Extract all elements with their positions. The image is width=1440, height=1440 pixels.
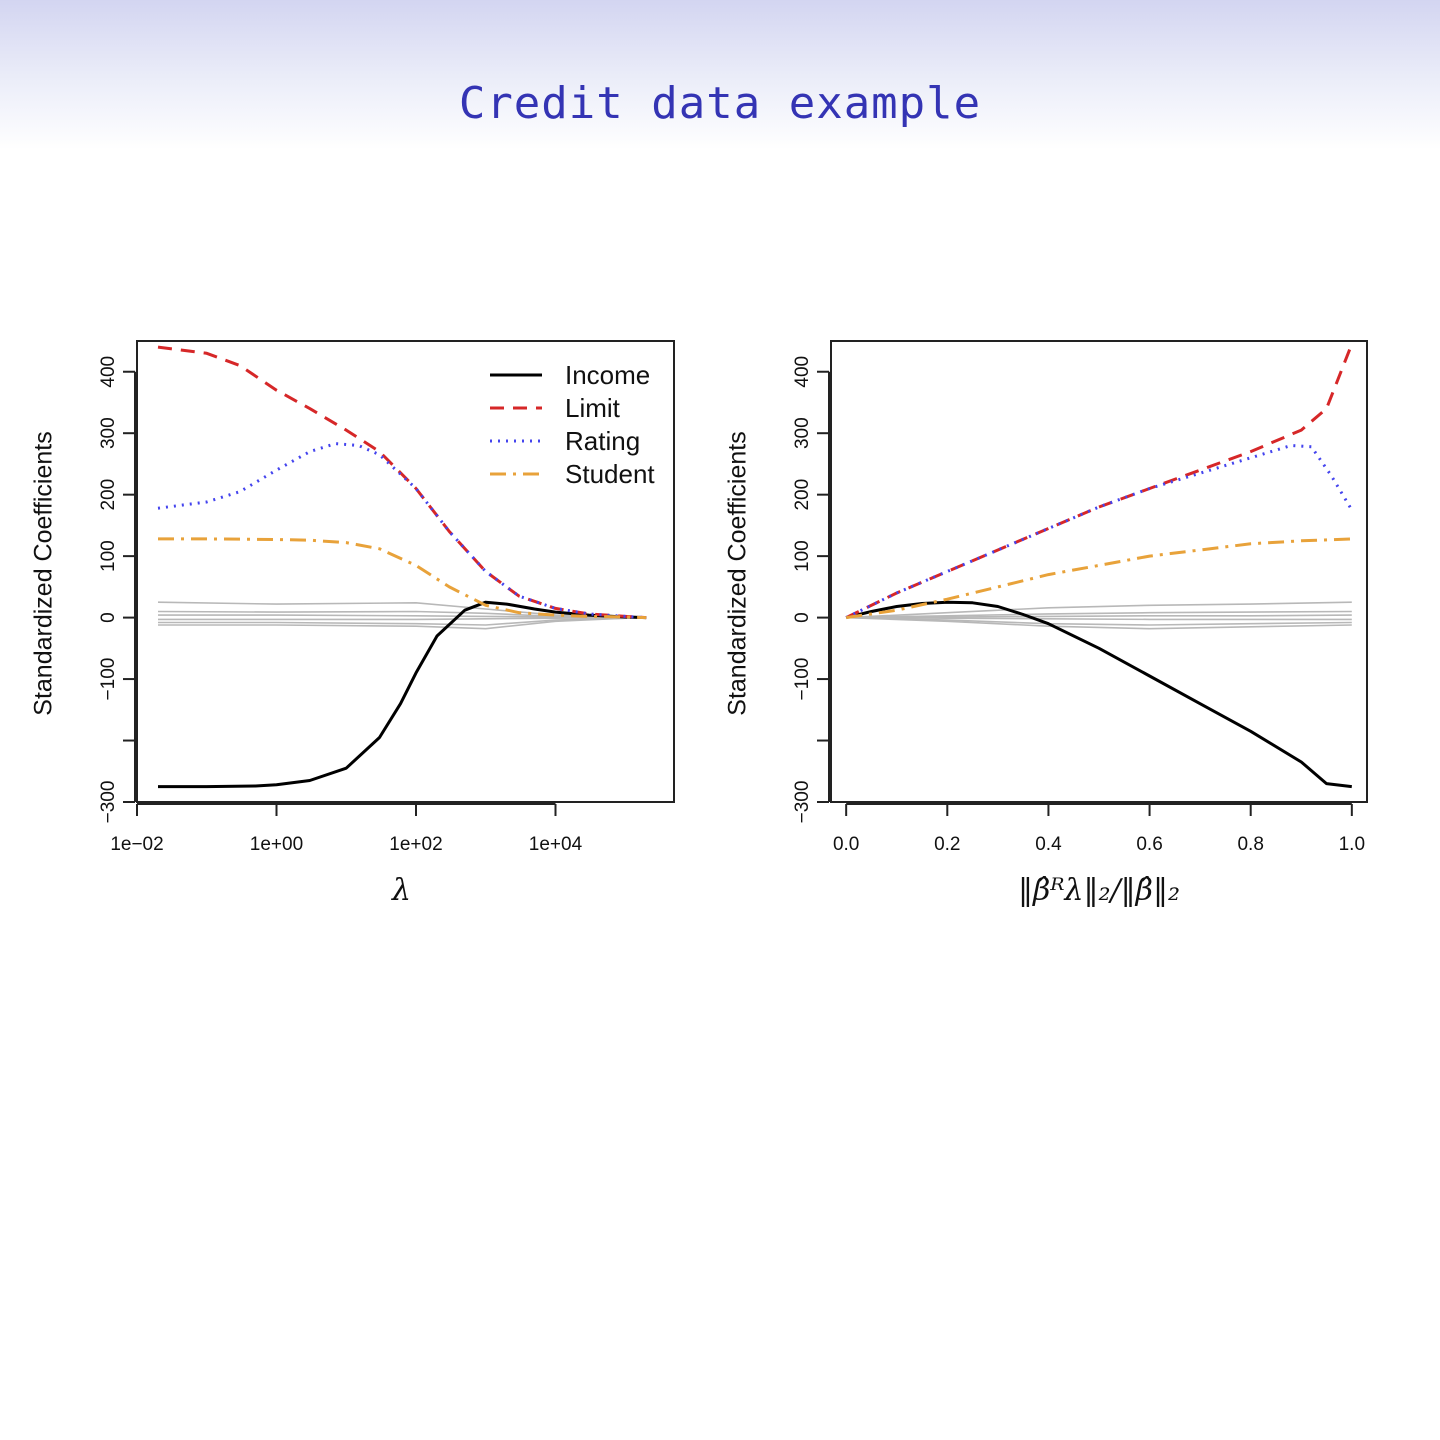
plot-frame [136,340,675,803]
x-tick-label: 1.0 [1339,834,1365,855]
y-tick-label: 400 [98,356,119,388]
x-tick-label: 0.8 [1237,834,1263,855]
y-axis-title: Standardized Coefficients [30,431,58,715]
x-tick-label: 1e−02 [110,834,163,855]
series-line-other-5 [846,616,1352,626]
x-tick-label: 1e+00 [250,834,303,855]
legend-label-income: Income [565,360,650,390]
slide-title: Credit data example [458,78,982,129]
series-line-student [158,537,647,620]
y-tick-label: 300 [792,417,813,449]
y-tick-label: 400 [792,356,813,388]
y-tick-label: 200 [792,479,813,511]
x-axis-title: λ [391,873,411,908]
series-line-rating [157,442,647,620]
x-axis-title: ‖β̂ᴿλ‖₂/‖β̂‖₂ [1018,873,1180,908]
series-line-income [845,600,1352,789]
series-line-other-6 [846,616,1352,630]
chart-panel-2: 0.0 0.2 0.4 0.6 0.8 1.0 −300 −100 0 100 200 300 400 S… [724,340,1368,908]
y-tick-label: 100 [98,540,119,572]
y-tick-label: −100 [98,658,119,701]
x-tick-label: 1e+04 [529,834,583,855]
legend-label-limit: Limit [565,393,621,423]
x-tick-label: 0.4 [1035,834,1062,855]
y-tick-label: 0 [792,612,813,623]
y-tick-label: −300 [792,781,813,824]
series-line-other-1 [846,601,1352,619]
y-tick-label: 300 [98,417,119,449]
legend-label-rating: Rating [565,426,640,456]
series-line-other-3 [846,614,1352,619]
plot-frame [830,340,1368,803]
series-line-other-2 [846,610,1352,619]
y-tick-label: 0 [98,612,119,623]
y-tick-label: −100 [792,658,813,701]
y-tick-label: 100 [792,540,813,572]
x-tick-label: 0.0 [833,834,859,855]
y-axis-title: Standardized Coefficients [724,431,752,715]
y-tick-label: 200 [98,479,119,511]
y-tick-label: −300 [98,781,119,824]
slide-header-band [0,0,1440,150]
series-line-income [158,600,647,789]
chart-panel-1: 1e−02 1e+00 1e+02 1e+04 −300 −100 0 100 200 300 40… [30,340,675,908]
series-line-other-4 [846,616,1352,621]
x-tick-label: 0.2 [934,834,960,855]
legend-label-student: Student [565,459,655,489]
series-line-rating [845,444,1354,619]
x-tick-label: 1e+02 [389,834,442,855]
series-line-limit [845,343,1354,619]
x-tick-label: 0.6 [1136,834,1162,855]
